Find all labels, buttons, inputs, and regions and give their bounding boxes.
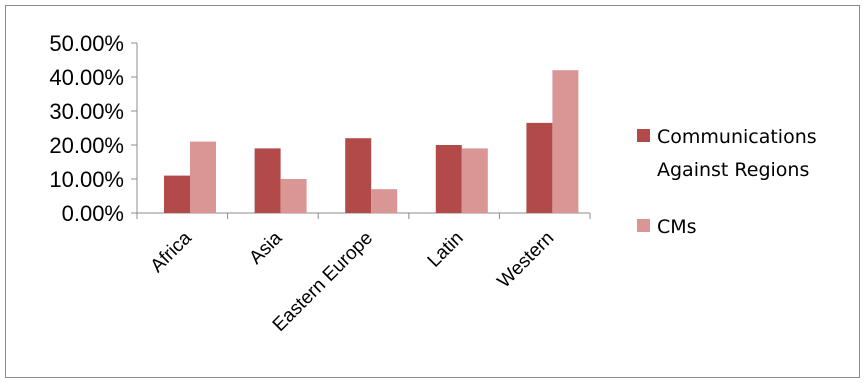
y-tick-label: 30.00% [49,99,124,124]
legend-swatch-cms [637,219,650,232]
y-tick-label: 0.00% [62,201,124,226]
bar-cms-africa [190,141,216,213]
x-category-label: Asia [245,227,286,268]
x-category-label: Latin [424,228,468,272]
chart-frame [5,5,860,378]
x-category-label: Eastern Europe [269,228,377,336]
bar-cms-latin [461,148,488,213]
y-tick-label: 40.00% [49,65,124,90]
bar-cms-western [552,70,579,213]
legend-label: Communications [657,126,817,148]
x-category-label: Western [494,228,559,293]
bar-cms-asia [280,179,307,213]
bar-cms-eastern-europe [371,189,398,213]
legend-label: CMs [657,216,697,238]
bar-communications-latin [435,145,462,213]
y-tick-label: 10.00% [49,167,124,192]
x-category-label: Africa [147,227,196,276]
legend-label: Against Regions [657,159,809,181]
bar-communications-asia [254,148,281,213]
y-tick-label: 50.00% [49,31,124,56]
bar-communications-africa [164,175,190,213]
bar-communications-western [526,122,553,213]
bar-communications-eastern-europe [345,138,372,213]
legend-swatch-communications [637,129,650,142]
y-tick-label: 20.00% [49,133,124,158]
